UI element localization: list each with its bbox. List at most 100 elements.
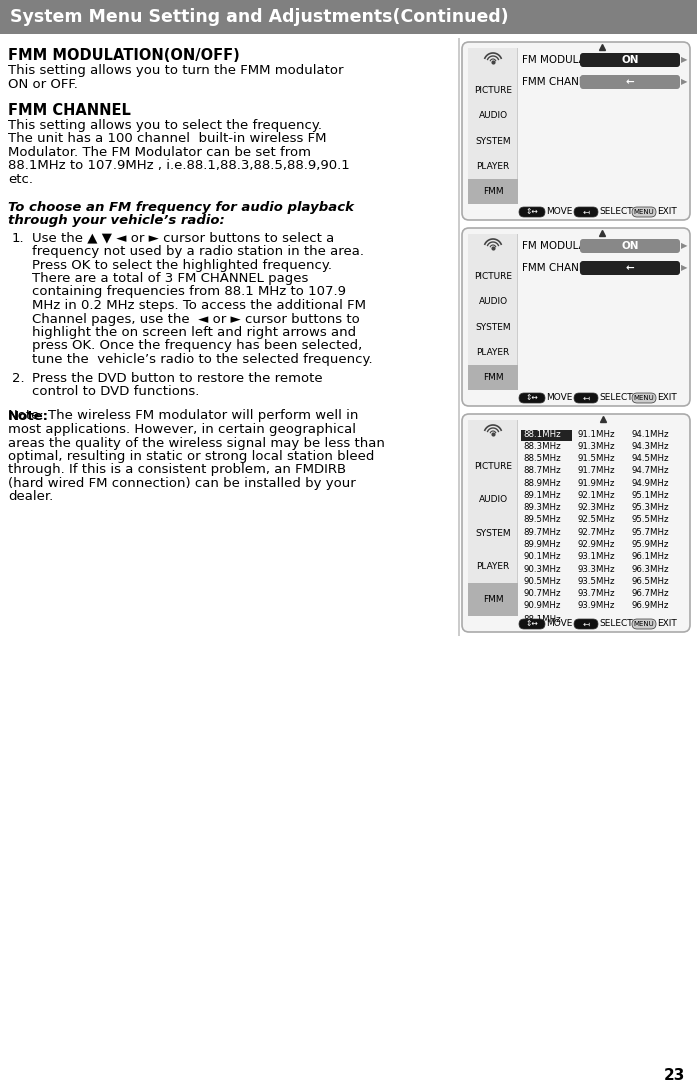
Text: 96.7MHz: 96.7MHz [631, 589, 668, 598]
Text: EXIT: EXIT [657, 620, 677, 628]
Text: 89.3MHz: 89.3MHz [523, 503, 560, 513]
Text: 92.3MHz: 92.3MHz [577, 503, 615, 513]
Text: 93.1MHz: 93.1MHz [577, 552, 615, 561]
Text: To choose an FM frequency for audio playback: To choose an FM frequency for audio play… [8, 201, 354, 214]
Text: 88.1MHz to 107.9MHz , i.e.88.1,88.3,88.5,88.9,90.1: 88.1MHz to 107.9MHz , i.e.88.1,88.3,88.5… [8, 159, 350, 172]
Bar [458, 38, 460, 636]
Text: PLAYER: PLAYER [476, 348, 510, 357]
Text: SELECT: SELECT [599, 620, 633, 628]
Text: 88.1MHz: 88.1MHz [523, 430, 560, 439]
Bar [517, 48, 518, 204]
Text: FM MODULATION: FM MODULATION [522, 241, 611, 251]
Text: 90.1MHz: 90.1MHz [523, 552, 560, 561]
Text: 94.1MHz: 94.1MHz [631, 430, 668, 439]
Bar [468, 48, 518, 204]
Text: ▶: ▶ [681, 56, 687, 64]
Text: 89.5MHz: 89.5MHz [523, 516, 560, 525]
Text: 90.7MHz: 90.7MHz [523, 589, 560, 598]
FancyBboxPatch shape [462, 413, 690, 632]
Text: ↤: ↤ [583, 620, 590, 628]
Text: MOVE: MOVE [546, 394, 572, 403]
Text: FM MODULATION: FM MODULATION [522, 55, 611, 65]
Text: 92.1MHz: 92.1MHz [577, 491, 615, 500]
Text: ▶: ▶ [681, 77, 687, 86]
Text: 94.9MHz: 94.9MHz [631, 479, 668, 488]
Text: MHz in 0.2 MHz steps. To access the additional FM: MHz in 0.2 MHz steps. To access the addi… [32, 299, 366, 312]
Text: 2.: 2. [12, 372, 24, 384]
Text: 96.9MHz: 96.9MHz [631, 601, 668, 610]
Text: PICTURE: PICTURE [474, 463, 512, 471]
Text: 95.1MHz: 95.1MHz [631, 491, 668, 500]
Text: 94.7MHz: 94.7MHz [631, 467, 668, 476]
FancyBboxPatch shape [462, 41, 690, 220]
Text: 91.5MHz: 91.5MHz [577, 454, 615, 464]
Bar [468, 364, 518, 389]
Text: ⇕↔: ⇕↔ [526, 620, 538, 628]
Text: FMM CHANNEL: FMM CHANNEL [8, 103, 131, 118]
Text: areas the quality of the wireless signal may be less than: areas the quality of the wireless signal… [8, 436, 385, 449]
Text: control to DVD functions.: control to DVD functions. [32, 385, 199, 398]
Text: Press the DVD button to restore the remote: Press the DVD button to restore the remo… [32, 372, 323, 384]
FancyBboxPatch shape [632, 619, 656, 630]
Text: MOVE: MOVE [546, 620, 572, 628]
Bar [468, 583, 518, 616]
Bar [468, 179, 518, 204]
FancyBboxPatch shape [632, 207, 656, 217]
Text: 23: 23 [664, 1068, 685, 1083]
Text: MOVE: MOVE [546, 207, 572, 216]
Text: 93.5MHz: 93.5MHz [577, 577, 615, 586]
Text: 91.9MHz: 91.9MHz [577, 479, 614, 488]
Bar [468, 233, 518, 389]
Text: 91.3MHz: 91.3MHz [577, 442, 615, 451]
Text: FMM MODULATION(ON/OFF): FMM MODULATION(ON/OFF) [8, 48, 240, 63]
Text: SYSTEM: SYSTEM [475, 136, 511, 145]
Text: containing frequencies from 88.1 MHz to 107.9: containing frequencies from 88.1 MHz to … [32, 286, 346, 299]
Text: ON: ON [621, 55, 638, 65]
Text: PLAYER: PLAYER [476, 562, 510, 571]
Text: AUDIO: AUDIO [478, 111, 507, 120]
Text: ON or OFF.: ON or OFF. [8, 77, 78, 91]
Bar [0, 0, 697, 34]
Text: ⇕↔: ⇕↔ [526, 207, 538, 216]
Text: 90.9MHz: 90.9MHz [523, 601, 560, 610]
Text: ON: ON [621, 241, 638, 251]
FancyBboxPatch shape [462, 228, 690, 406]
Text: Modulator. The FM Modulator can be set from: Modulator. The FM Modulator can be set f… [8, 146, 311, 159]
Text: There are a total of 3 FM CHANNEL pages: There are a total of 3 FM CHANNEL pages [32, 272, 308, 285]
Text: (hard wired FM connection) can be installed by your: (hard wired FM connection) can be instal… [8, 477, 355, 490]
Text: MENU: MENU [634, 395, 654, 401]
Text: 95.5MHz: 95.5MHz [631, 516, 668, 525]
FancyBboxPatch shape [580, 239, 680, 253]
Text: optimal, resulting in static or strong local station bleed: optimal, resulting in static or strong l… [8, 449, 374, 463]
Text: 96.5MHz: 96.5MHz [631, 577, 668, 586]
Text: 91.7MHz: 91.7MHz [577, 467, 615, 476]
Text: This setting allows you to select the frequency.: This setting allows you to select the fr… [8, 119, 322, 132]
Text: 89.1MHz: 89.1MHz [523, 491, 560, 500]
Text: FMM CHANNEL: FMM CHANNEL [522, 77, 599, 87]
Text: press OK. Once the frequency has been selected,: press OK. Once the frequency has been se… [32, 339, 362, 352]
Text: ↤: ↤ [583, 207, 590, 216]
Bar [517, 420, 518, 616]
Text: 91.1MHz: 91.1MHz [577, 430, 615, 439]
Text: MENU: MENU [634, 621, 654, 627]
Text: FMM: FMM [483, 595, 503, 604]
Text: ←: ← [626, 77, 634, 87]
Text: System Menu Setting and Adjustments(Continued): System Menu Setting and Adjustments(Cont… [10, 8, 509, 26]
Text: ↤: ↤ [583, 394, 590, 403]
Text: SELECT: SELECT [599, 394, 633, 403]
Text: 96.1MHz: 96.1MHz [631, 552, 668, 561]
Text: 90.5MHz: 90.5MHz [523, 577, 560, 586]
Bar [468, 420, 518, 616]
Text: etc.: etc. [8, 173, 33, 185]
Text: AUDIO: AUDIO [478, 298, 507, 307]
Text: ▶: ▶ [681, 264, 687, 273]
FancyBboxPatch shape [519, 393, 545, 403]
Text: tune the  vehicle’s radio to the selected frequency.: tune the vehicle’s radio to the selected… [32, 353, 373, 365]
FancyBboxPatch shape [519, 619, 545, 630]
Text: 93.7MHz: 93.7MHz [577, 589, 615, 598]
FancyBboxPatch shape [574, 619, 598, 630]
Text: FMM CHANNEL: FMM CHANNEL [522, 263, 599, 273]
Text: through your vehicle’s radio:: through your vehicle’s radio: [8, 214, 224, 227]
Text: EXIT: EXIT [657, 207, 677, 216]
Bar [517, 233, 518, 389]
